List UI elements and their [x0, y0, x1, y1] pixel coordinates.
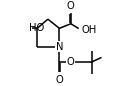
Text: O: O [56, 75, 63, 85]
Text: O: O [67, 57, 75, 67]
Text: OH: OH [82, 25, 97, 35]
Text: N: N [56, 42, 63, 52]
Text: O: O [67, 1, 75, 11]
Text: HO: HO [29, 23, 44, 33]
